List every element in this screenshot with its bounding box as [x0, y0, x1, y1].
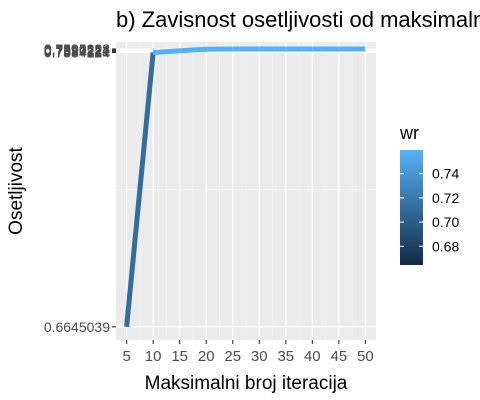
y-tick-label: 0.7596228 [44, 41, 110, 57]
x-tick-label: 15 [171, 348, 188, 365]
y-axis: 0.6645039 0.75842240.75872210.75902210.75… [44, 41, 116, 335]
x-axis: 5 10 15 20 25 30 35 40 45 50 [122, 340, 374, 365]
legend-tick-label: 0.70 [432, 214, 459, 230]
x-tick-label: 25 [224, 348, 241, 365]
x-tick-label: 40 [304, 348, 321, 365]
x-tick-label: 45 [331, 348, 348, 365]
y-tick-label: 0.7587221 [44, 44, 110, 60]
y-tick-label: 0.6645039 [44, 319, 110, 335]
legend-ticks: 0.74 0.72 0.70 0.68 [400, 166, 459, 254]
y-tick-label: 0.7590221 [44, 43, 110, 59]
series-line-segment [152, 48, 180, 55]
x-tick-label: 5 [122, 348, 130, 365]
x-tick-label: 30 [251, 348, 268, 365]
x-tick-label: 50 [357, 348, 374, 365]
legend-tick-label: 0.72 [432, 190, 459, 206]
x-axis-label: Maksimalni broj iteracija [145, 373, 348, 394]
series-line-segment [124, 52, 156, 328]
y-tick-label: 0.7592224 [44, 42, 110, 58]
x-tick-label: 10 [145, 348, 162, 365]
color-legend: wr 0.74 0.72 0.70 0.68 [399, 123, 459, 265]
y-tick-label: 0.7595228 [44, 41, 110, 57]
series-line-segment [179, 46, 207, 54]
y-axis-label: Osetljivost [6, 146, 27, 234]
legend-colorbar [400, 150, 423, 265]
legend-tick-label: 0.74 [432, 166, 459, 182]
x-tick-label: 35 [277, 348, 294, 365]
chart-title: b) Zavisnost osetljivosti od maksimalnog… [116, 7, 480, 32]
y-tick-label: 0.7584224 [44, 44, 110, 60]
series-layer [124, 46, 366, 328]
legend-title: wr [399, 123, 419, 143]
x-tick-label: 20 [198, 348, 215, 365]
legend-tick-label: 0.68 [432, 238, 459, 254]
